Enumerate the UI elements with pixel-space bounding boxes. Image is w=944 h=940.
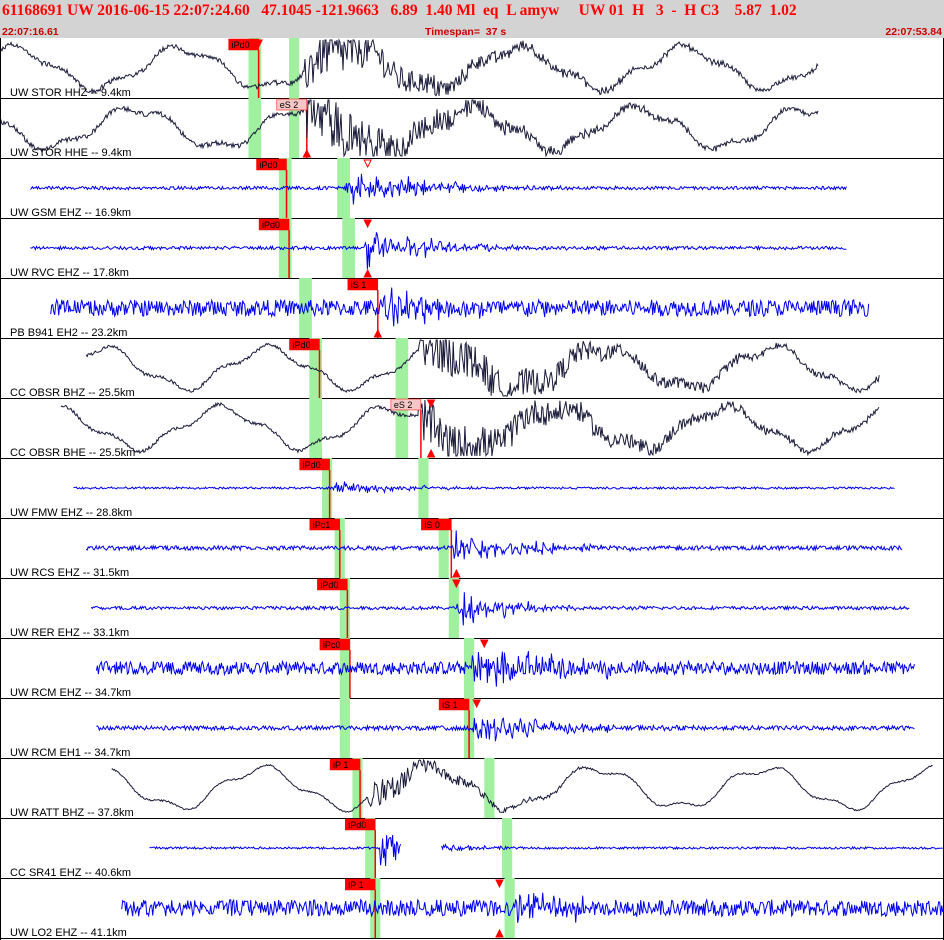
waveform-trace[interactable] bbox=[73, 481, 895, 494]
trace-label: UW STOR HHZ -- 9.4km bbox=[10, 87, 131, 99]
trace-label: PB B941 EH2 -- 23.2km bbox=[10, 327, 127, 339]
pick-label-box[interactable] bbox=[347, 278, 379, 291]
pick-label-box[interactable] bbox=[276, 98, 308, 111]
pick-label-box[interactable] bbox=[319, 638, 351, 651]
plot-header: 61168691 UW 2016-06-15 22:07:24.60 47.10… bbox=[0, 0, 944, 38]
pick-label: iPd0 bbox=[232, 40, 250, 50]
waveform-trace[interactable] bbox=[121, 892, 944, 923]
trace-label: UW STOR HHE -- 9.4km bbox=[10, 147, 131, 159]
pick-label: iPd0 bbox=[292, 340, 310, 350]
time-window bbox=[395, 398, 409, 458]
amplitude-triangle-up bbox=[426, 448, 436, 458]
time-window bbox=[248, 98, 262, 158]
pick-label-box[interactable] bbox=[299, 458, 330, 471]
trace-label: UW RCS EHZ -- 31.5km bbox=[10, 567, 129, 579]
time-window bbox=[339, 698, 350, 758]
waveform-trace[interactable] bbox=[0, 38, 819, 97]
pick-label-box[interactable] bbox=[317, 578, 348, 591]
trace-label: CC OBSR BHZ -- 25.5km bbox=[10, 387, 135, 399]
time-window bbox=[438, 518, 449, 578]
trace-label: CC SR41 EHZ -- 40.6km bbox=[10, 867, 131, 879]
amplitude-triangle-up bbox=[373, 328, 383, 338]
amplitude-triangle-down bbox=[363, 159, 372, 169]
pick-label: iS 1 bbox=[351, 280, 367, 290]
time-window bbox=[278, 158, 292, 218]
pick-label: iPd0 bbox=[262, 220, 280, 230]
pick-label: iS 1 bbox=[442, 700, 458, 710]
trace-label: UW RCM EHZ -- 34.7km bbox=[10, 687, 131, 699]
waveform-trace[interactable] bbox=[96, 717, 915, 742]
waveform-trace[interactable] bbox=[30, 232, 847, 270]
amplitude-triangle-down bbox=[254, 39, 263, 49]
time-window bbox=[339, 638, 350, 698]
timespan-label: Timespan= 37 s bbox=[425, 26, 507, 38]
amplitude-triangle-down bbox=[363, 219, 372, 229]
trace-label: UW RER EHZ -- 33.1km bbox=[10, 627, 129, 639]
pick-label: eS 2 bbox=[280, 100, 299, 110]
trace-label: CC OBSR BHE -- 25.5km bbox=[10, 447, 135, 459]
pick-label: iPc1 bbox=[313, 520, 331, 530]
trace-label: UW RCM EH1 -- 34.7km bbox=[10, 747, 130, 759]
pick-label: iS 0 bbox=[424, 520, 440, 530]
time-window bbox=[395, 338, 409, 398]
amplitude-triangle-down bbox=[426, 399, 436, 409]
time-window bbox=[289, 38, 300, 98]
pick-label: iPd0 bbox=[303, 460, 321, 470]
pick-label-box[interactable] bbox=[390, 398, 422, 411]
pick-label: iPd0 bbox=[260, 160, 278, 170]
waveform-trace[interactable] bbox=[85, 339, 880, 397]
pick-label-box[interactable] bbox=[438, 698, 470, 711]
time-window bbox=[464, 638, 475, 698]
pick-label: iP 1 bbox=[348, 880, 363, 890]
waveform-trace[interactable] bbox=[0, 99, 819, 158]
pick-label-box[interactable] bbox=[329, 758, 361, 771]
start-time: 22:07:16.61 bbox=[2, 26, 59, 38]
trace-label: UW LO2 EHZ -- 41.1km bbox=[10, 927, 127, 939]
trace-label: UW RATT BHZ -- 37.8km bbox=[10, 807, 134, 819]
amplitude-triangle-down bbox=[479, 639, 489, 649]
time-window bbox=[484, 758, 495, 818]
time-window bbox=[309, 398, 323, 458]
pick-label: iP 1 bbox=[333, 760, 348, 770]
amplitude-triangle-up bbox=[495, 928, 504, 938]
time-window bbox=[299, 278, 312, 338]
amplitude-triangle-down bbox=[452, 579, 461, 589]
pick-label-box[interactable] bbox=[309, 518, 341, 531]
waveform-trace[interactable] bbox=[50, 287, 870, 327]
waveform-trace[interactable] bbox=[60, 398, 880, 457]
pick-label-box[interactable] bbox=[256, 158, 287, 171]
trace-label: UW GSM EHZ -- 16.9km bbox=[10, 207, 131, 219]
waveform-trace[interactable] bbox=[30, 173, 847, 205]
time-window bbox=[504, 878, 515, 938]
pick-label-box[interactable] bbox=[289, 338, 320, 351]
pick-label: iPd0 bbox=[348, 820, 366, 830]
amplitude-triangle-up bbox=[363, 268, 372, 278]
waveform-trace[interactable] bbox=[85, 530, 903, 560]
waveform-trace[interactable] bbox=[149, 835, 943, 867]
waveform-trace[interactable] bbox=[90, 592, 910, 626]
time-window bbox=[289, 98, 300, 158]
waveform-trace[interactable] bbox=[95, 651, 915, 687]
amplitude-triangle-down bbox=[472, 699, 481, 709]
pick-label: iPd0 bbox=[320, 580, 338, 590]
event-title: 61168691 UW 2016-06-15 22:07:24.60 47.10… bbox=[2, 2, 797, 19]
trace-label: UW FMW EHZ -- 28.8km bbox=[10, 507, 132, 519]
pick-label-box[interactable] bbox=[258, 218, 290, 231]
waveform-trace[interactable] bbox=[111, 758, 933, 814]
time-window bbox=[352, 758, 363, 818]
pick-label-box[interactable] bbox=[421, 518, 452, 531]
seismogram-panel[interactable]: iPd0 UW STOR HHZ -- 9.4km eS 2 UW STOR HHE … bbox=[0, 38, 944, 940]
amplitude-triangle-up bbox=[452, 568, 461, 578]
pick-label: eS 2 bbox=[394, 400, 413, 410]
pick-label-box[interactable] bbox=[345, 818, 376, 831]
amplitude-triangle-down bbox=[495, 879, 504, 889]
time-window bbox=[448, 578, 459, 638]
time-window bbox=[418, 458, 429, 518]
pick-label-box[interactable] bbox=[345, 878, 376, 891]
pick-label: iPc0 bbox=[323, 640, 341, 650]
trace-label: UW RVC EHZ -- 17.8km bbox=[10, 267, 129, 279]
amplitude-triangle-up bbox=[302, 148, 312, 158]
end-time: 22:07:53.84 bbox=[885, 26, 942, 38]
